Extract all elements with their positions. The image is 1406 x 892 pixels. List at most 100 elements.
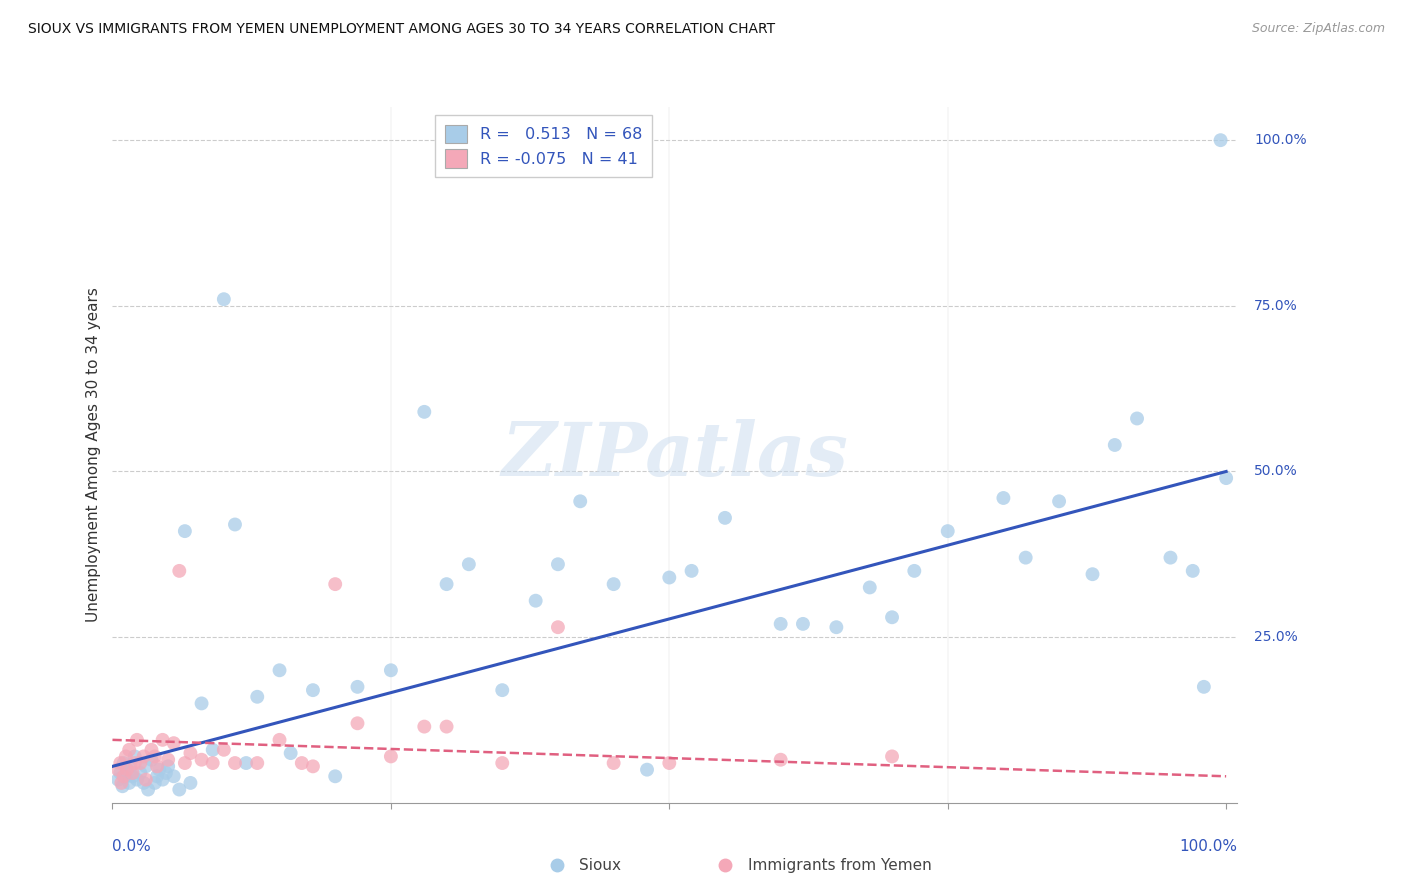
Point [118, 776, 141, 790]
Point [125, 772, 148, 787]
Text: 100.0%: 100.0% [1180, 839, 1237, 855]
Point [547, 558, 569, 572]
Point [132, 749, 155, 764]
Point [112, 769, 135, 783]
Point [224, 517, 246, 532]
Point [169, 782, 191, 797]
Point [658, 756, 681, 770]
Point [152, 732, 174, 747]
Text: 100.0%: 100.0% [1254, 133, 1306, 147]
Point [302, 759, 325, 773]
Point [120, 759, 142, 773]
Point [658, 570, 681, 584]
Text: 25.0%: 25.0% [1254, 630, 1298, 644]
Point [115, 763, 138, 777]
Point [457, 558, 479, 572]
Point [903, 564, 925, 578]
Point [212, 743, 235, 757]
Point [148, 763, 170, 777]
Point [124, 749, 146, 764]
Point [155, 766, 177, 780]
Point [110, 766, 132, 780]
Point [179, 746, 201, 760]
Point [179, 776, 201, 790]
Point [491, 683, 513, 698]
Point [125, 732, 148, 747]
Point [413, 720, 436, 734]
Point [993, 491, 1015, 505]
Text: Source: ZipAtlas.com: Source: ZipAtlas.com [1251, 22, 1385, 36]
Point [146, 769, 169, 783]
Point [121, 766, 143, 780]
Point [115, 749, 138, 764]
Point [136, 782, 159, 797]
Point [110, 756, 132, 770]
Point [1126, 411, 1149, 425]
Point [111, 779, 134, 793]
Point [107, 772, 129, 787]
Point [132, 776, 155, 790]
Point [280, 746, 302, 760]
Point [436, 720, 458, 734]
Point [1159, 550, 1181, 565]
Point [524, 593, 547, 607]
Point [110, 776, 132, 790]
Point [681, 564, 703, 578]
Legend: R =   0.513   N = 68, R = -0.075   N = 41: R = 0.513 N = 68, R = -0.075 N = 41 [436, 115, 652, 178]
Point [825, 620, 848, 634]
Point [880, 610, 903, 624]
Point [302, 683, 325, 698]
Point [224, 756, 246, 770]
Point [714, 511, 737, 525]
Point [169, 564, 191, 578]
Text: ZIPatlas: ZIPatlas [502, 418, 848, 491]
Point [880, 749, 903, 764]
Point [146, 759, 169, 773]
Point [212, 292, 235, 306]
Point [201, 743, 224, 757]
Point [769, 753, 792, 767]
Point [135, 759, 157, 773]
Point [112, 756, 135, 770]
Point [769, 616, 792, 631]
Point [1081, 567, 1104, 582]
Point [1015, 550, 1038, 565]
Point [269, 732, 291, 747]
Point [413, 405, 436, 419]
Point [141, 753, 163, 767]
Point [436, 577, 458, 591]
Text: 50.0%: 50.0% [1254, 465, 1298, 478]
Text: 75.0%: 75.0% [1254, 299, 1298, 313]
Point [491, 756, 513, 770]
Point [547, 620, 569, 634]
Point [346, 716, 368, 731]
Point [1215, 471, 1237, 485]
Point [143, 776, 166, 790]
Point [190, 697, 212, 711]
Point [173, 756, 195, 770]
Point [380, 749, 402, 764]
Point [1192, 680, 1215, 694]
Point [115, 769, 138, 783]
Point [1104, 438, 1126, 452]
Point [602, 577, 624, 591]
Point [291, 756, 314, 770]
Point [152, 772, 174, 787]
Point [569, 494, 592, 508]
Point [602, 756, 624, 770]
Text: Immigrants from Yemen: Immigrants from Yemen [748, 858, 932, 873]
Text: SIOUX VS IMMIGRANTS FROM YEMEN UNEMPLOYMENT AMONG AGES 30 TO 34 YEARS CORRELATIO: SIOUX VS IMMIGRANTS FROM YEMEN UNEMPLOYM… [28, 22, 775, 37]
Point [163, 736, 186, 750]
Text: 0.0%: 0.0% [112, 839, 152, 855]
Point [792, 616, 814, 631]
Point [163, 769, 186, 783]
Point [1209, 133, 1232, 147]
Point [121, 769, 143, 783]
Point [1181, 564, 1204, 578]
Point [135, 772, 157, 787]
Point [1047, 494, 1070, 508]
Point [246, 690, 269, 704]
Point [859, 581, 882, 595]
Point [235, 756, 257, 770]
Point [936, 524, 959, 538]
